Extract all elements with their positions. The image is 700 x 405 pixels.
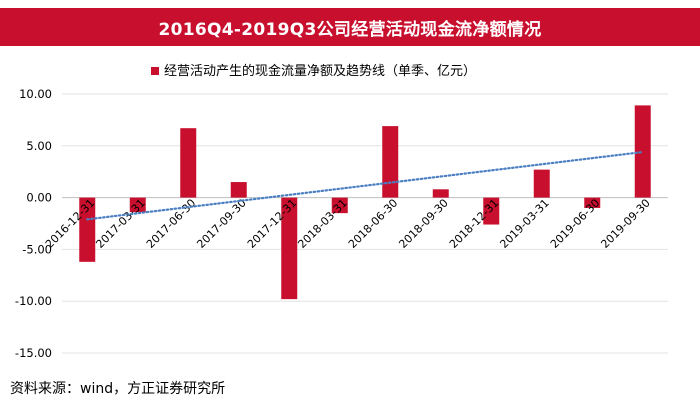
x-tick-label: 2019-03-31 bbox=[497, 197, 551, 251]
bar-2017-12-31 bbox=[281, 197, 298, 300]
y-tick-label: -10.00 bbox=[15, 294, 52, 308]
source-note: 资料来源：wind，方正证券研究所 bbox=[10, 381, 226, 397]
x-tick-label: 2019-09-30 bbox=[598, 197, 652, 251]
x-tick-label: 2017-03-31 bbox=[93, 197, 147, 251]
legend-label: 经营活动产生的现金流量净额及趋势线（单季、亿元） bbox=[164, 63, 476, 79]
bars bbox=[79, 105, 651, 300]
trend-line bbox=[86, 150, 644, 221]
y-tick-label: 10.00 bbox=[19, 87, 52, 101]
legend-swatch bbox=[151, 67, 159, 75]
legend: 经营活动产生的现金流量净额及趋势线（单季、亿元） bbox=[151, 63, 476, 79]
x-tick-label: 2018-09-30 bbox=[396, 197, 450, 251]
bar-2017-03-31 bbox=[129, 197, 146, 213]
y-tick-label: -15.00 bbox=[15, 346, 52, 360]
bar-2019-03-31 bbox=[533, 169, 550, 198]
y-tick-label: 5.00 bbox=[26, 139, 52, 153]
bar-2018-12-31 bbox=[483, 197, 500, 225]
cash-flow-chart: 经营活动产生的现金流量净额及趋势线（单季、亿元） 10.00 5.00 0.00 -5… bbox=[15, 63, 668, 360]
x-tick-label: 2019-06-30 bbox=[548, 197, 602, 251]
title-banner: 2016Q4-2019Q3公司经营活动现金流净额情况 bbox=[0, 8, 700, 46]
bar-2016-12-31 bbox=[79, 197, 96, 262]
y-tick-label: 0.00 bbox=[26, 191, 52, 205]
gridlines bbox=[62, 93, 668, 354]
bar-2019-06-30 bbox=[584, 197, 601, 208]
bar-2018-06-30 bbox=[382, 126, 399, 198]
bar-2019-09-30 bbox=[634, 105, 651, 198]
x-tick-label: 2018-03-31 bbox=[295, 197, 349, 251]
y-tick-label: -5.00 bbox=[22, 242, 52, 256]
y-axis: 10.00 5.00 0.00 -5.00 -10.00 -15.00 bbox=[15, 87, 52, 360]
bar-2018-09-30 bbox=[432, 189, 449, 198]
x-tick-label: 2018-06-30 bbox=[346, 197, 400, 251]
chart-title: 2016Q4-2019Q3公司经营活动现金流净额情况 bbox=[158, 19, 542, 40]
x-axis-labels: 2016-12-312017-03-312017-06-302017-09-30… bbox=[43, 197, 653, 251]
bar-2018-03-31 bbox=[331, 197, 348, 214]
bar-2017-06-30 bbox=[180, 128, 197, 198]
x-tick-label: 2017-06-30 bbox=[144, 197, 198, 251]
bar-2017-09-30 bbox=[230, 182, 247, 198]
